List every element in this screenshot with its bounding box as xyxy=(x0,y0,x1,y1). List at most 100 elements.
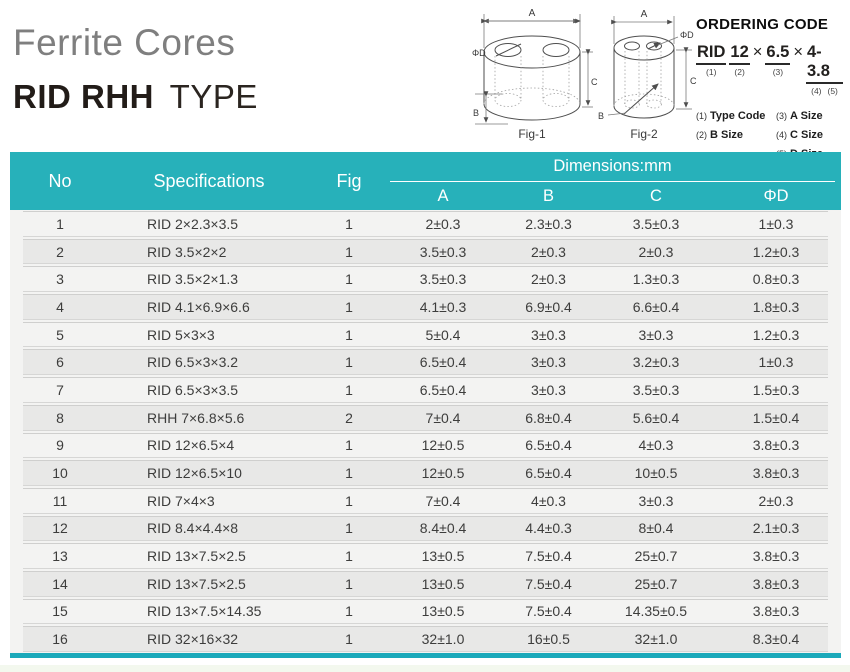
cell-no: 13 xyxy=(52,548,68,565)
cell-dim-phid: 1.5±0.3 xyxy=(752,381,800,398)
subtitle-regular: TYPE xyxy=(169,78,258,115)
cell-specification: RID 4.1×6.9×6.6 xyxy=(147,298,250,315)
cell-dim-c: 32±1.0 xyxy=(634,631,678,648)
cell-dim-c: 4±0.3 xyxy=(638,437,674,454)
cell-dim-b: 6.5±0.4 xyxy=(525,465,572,482)
cell-no: 15 xyxy=(52,603,68,620)
cell-dim-a: 32±1.0 xyxy=(421,631,465,648)
table-row: 16 RID 32×16×32 1 32±1.0 16±0.5 32±1.0 8… xyxy=(10,625,841,653)
cell-no: 14 xyxy=(52,575,68,592)
fig1-dim-c-label: C xyxy=(591,77,598,87)
cell-dim-b: 3±0.3 xyxy=(531,354,566,371)
cell-no: 10 xyxy=(52,465,68,482)
cell-specification: RID 32×16×32 xyxy=(147,631,239,648)
table-row: 10 RID 12×6.5×10 1 12±0.5 6.5±0.4 10±0.5… xyxy=(10,459,841,487)
cell-dim-a: 3.5±0.3 xyxy=(419,243,467,260)
fig2-dim-c-label: C xyxy=(690,76,697,86)
cell-no: 12 xyxy=(52,520,68,537)
figure-1: A ΦD C B Fig-1 xyxy=(472,4,598,144)
cell-dim-c: 2±0.3 xyxy=(638,243,674,260)
cell-fig: 1 xyxy=(345,271,353,288)
cell-fig: 1 xyxy=(345,548,353,565)
cell-dim-c: 8±0.4 xyxy=(638,520,674,537)
cell-fig: 1 xyxy=(345,298,353,315)
cell-no: 3 xyxy=(56,271,64,288)
fig2-dim-a-label: A xyxy=(641,9,648,20)
legend-label: B Size xyxy=(710,129,744,141)
legend-num: (3) xyxy=(776,111,787,121)
cell-dim-b: 4±0.3 xyxy=(531,492,566,509)
cell-dim-b: 7.5±0.4 xyxy=(525,603,572,620)
cell-dim-a: 13±0.5 xyxy=(421,548,465,565)
cell-dim-b: 3±0.3 xyxy=(531,381,566,398)
table-row: 9 RID 12×6.5×4 1 12±0.5 6.5±0.4 4±0.3 3.… xyxy=(10,432,841,460)
cell-dim-phid: 1±0.3 xyxy=(758,354,794,371)
code-segment-marker: (4) xyxy=(811,86,822,96)
cell-fig: 1 xyxy=(345,215,353,232)
cell-dim-a: 4.1±0.3 xyxy=(419,298,467,315)
cell-specification: RID 7×4×3 xyxy=(147,492,215,509)
cell-fig: 1 xyxy=(345,492,353,509)
multiply-sign: × xyxy=(752,43,763,61)
cell-fig: 1 xyxy=(345,326,353,343)
code-segment-marker: (5) xyxy=(827,86,838,96)
cell-no: 11 xyxy=(52,492,68,509)
column-header-no: No xyxy=(48,170,72,191)
ordering-code-line: RID (1) 12 (2) × 6.5 (3) × 4-3.8 (4) (5) xyxy=(696,43,846,96)
cell-specification: RID 8.4×4.4×8 xyxy=(147,520,239,537)
table-bottom-bar xyxy=(10,653,841,658)
cell-dim-c: 25±0.7 xyxy=(634,548,678,565)
cell-no: 1 xyxy=(56,215,64,232)
code-segment-marker: (3) xyxy=(772,67,784,77)
legend-label: Type Code xyxy=(710,110,766,122)
cell-fig: 2 xyxy=(345,409,353,426)
figure-2-diagram: A ΦD C B Fig-2 xyxy=(598,9,697,141)
legend-num: (4) xyxy=(776,130,787,140)
column-header-b: B xyxy=(542,186,554,205)
table-header: No Specifications Fig Dimensions:mm A B … xyxy=(10,152,841,210)
cell-specification: RID 13×7.5×14.35 xyxy=(147,603,262,620)
code-segment-text: 12 xyxy=(729,43,750,65)
legend-label: A Size xyxy=(790,110,823,122)
code-segment-text: 6.5 xyxy=(765,43,791,65)
cell-dim-phid: 1±0.3 xyxy=(758,215,794,232)
cell-no: 16 xyxy=(52,631,68,648)
fig1-caption: Fig-1 xyxy=(518,127,546,141)
cell-no: 9 xyxy=(56,437,64,454)
cell-dim-a: 7±0.4 xyxy=(425,492,461,509)
cell-dim-b: 2±0.3 xyxy=(531,243,566,260)
cell-dim-c: 3±0.3 xyxy=(638,492,674,509)
code-segment-markers: (4) (5) xyxy=(811,86,838,96)
cell-dim-phid: 1.5±0.4 xyxy=(752,409,800,426)
table-row: 6 RID 6.5×3×3.2 1 6.5±0.4 3±0.3 3.2±0.3 … xyxy=(10,348,841,376)
cell-specification: RID 6.5×3×3.5 xyxy=(147,381,239,398)
cell-dim-b: 6.8±0.4 xyxy=(525,409,572,426)
cell-dim-phid: 2.1±0.3 xyxy=(752,520,800,537)
cell-specification: RID 13×7.5×2.5 xyxy=(147,548,246,565)
legend-label: C Size xyxy=(790,129,824,141)
legend-num: (1) xyxy=(696,111,707,121)
cell-dim-phid: 3.8±0.3 xyxy=(752,603,800,620)
cell-no: 2 xyxy=(56,243,64,260)
cell-dim-b: 2±0.3 xyxy=(531,271,566,288)
cell-dim-b: 4.4±0.3 xyxy=(525,520,572,537)
fig1-dim-b-label: B xyxy=(473,108,479,118)
cell-dim-phid: 3.8±0.3 xyxy=(752,548,800,565)
column-header-fig: Fig xyxy=(336,170,362,191)
dimensions-subheaders: A B C ΦD xyxy=(390,182,841,210)
table-row: 4 RID 4.1×6.9×6.6 1 4.1±0.3 6.9±0.4 6.6±… xyxy=(10,293,841,321)
code-segment-type: RID (1) xyxy=(696,43,727,77)
cell-dim-a: 13±0.5 xyxy=(421,575,465,592)
cell-dim-c: 25±0.7 xyxy=(634,575,678,592)
figure-1-diagram: A ΦD C B Fig-1 xyxy=(472,8,598,141)
cell-dim-c: 10±0.5 xyxy=(634,465,678,482)
cell-dim-a: 6.5±0.4 xyxy=(419,381,467,398)
cell-fig: 1 xyxy=(345,381,353,398)
table-row: 1 RID 2×2.3×3.5 1 2±0.3 2.3±0.3 3.5±0.3 … xyxy=(10,210,841,238)
table-row: 7 RID 6.5×3×3.5 1 6.5±0.4 3±0.3 3.5±0.3 … xyxy=(10,376,841,404)
column-header-phid: ΦD xyxy=(763,186,789,205)
fig1-dim-phid-label: ΦD xyxy=(472,48,486,58)
code-segment-text: 4-3.8 xyxy=(806,43,843,84)
multiply-sign: × xyxy=(793,43,803,61)
cell-dim-b: 16±0.5 xyxy=(527,631,570,648)
